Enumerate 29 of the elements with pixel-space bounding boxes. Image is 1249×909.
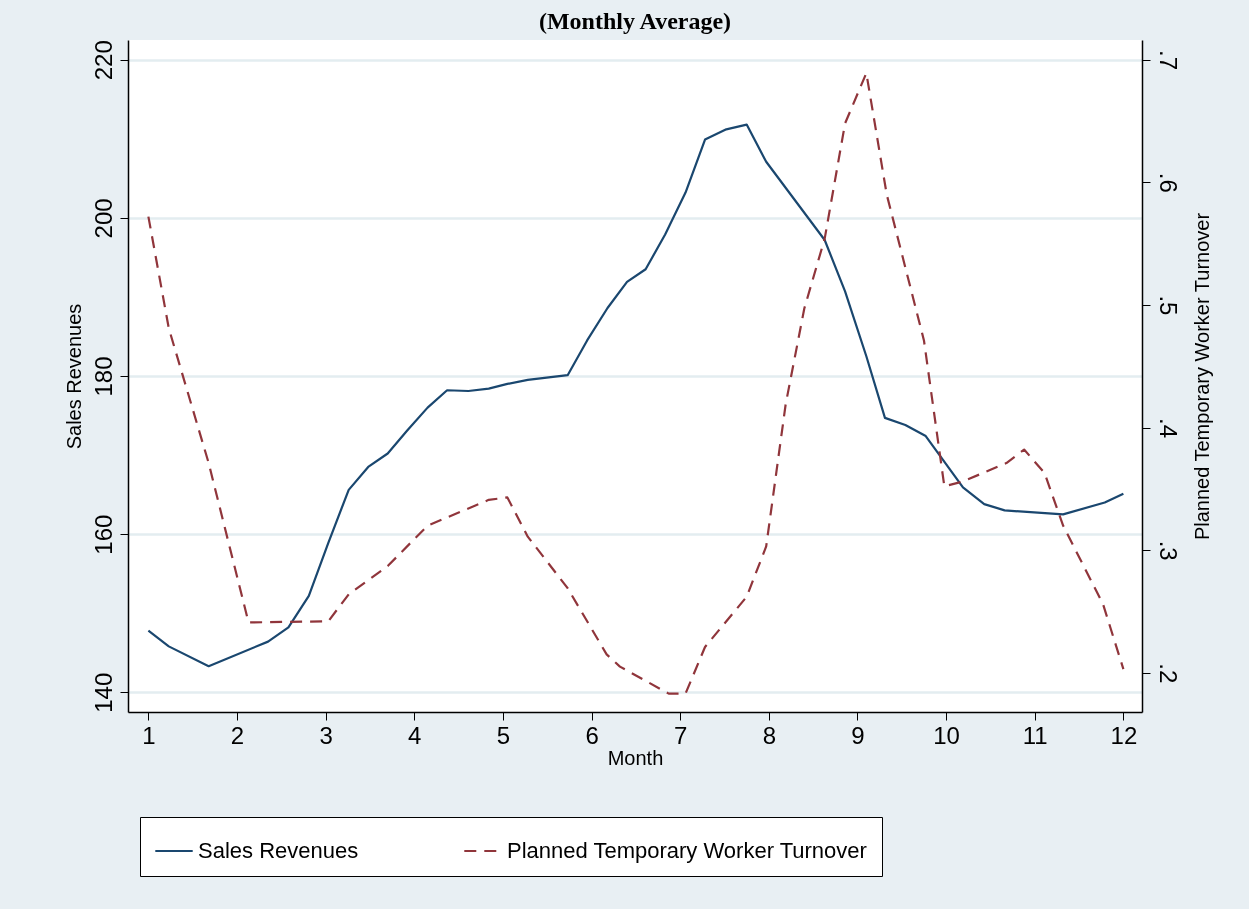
y2-axis-title: Planned Temporary Worker Turnover bbox=[1190, 212, 1213, 541]
y-axis-title: Sales Revenues bbox=[62, 303, 85, 450]
x-tick-label: 3 bbox=[319, 721, 333, 749]
chart-title: (Monthly Average) bbox=[538, 7, 732, 34]
y2-tick-label: .3 bbox=[1154, 540, 1182, 561]
x-tick-label: 11 bbox=[1022, 721, 1048, 749]
y2-tick-label: .2 bbox=[1154, 663, 1182, 684]
x-tick-label: 6 bbox=[585, 721, 599, 749]
y-tick-label: 140 bbox=[89, 672, 117, 713]
x-tick-label: 4 bbox=[408, 721, 422, 749]
x-tick-label: 8 bbox=[762, 721, 777, 749]
x-tick-label: 9 bbox=[851, 721, 865, 749]
y2-tick-label: .5 bbox=[1154, 295, 1182, 316]
y-tick-label: 180 bbox=[89, 356, 117, 397]
x-axis-title: Month bbox=[607, 746, 664, 769]
legend-label: Sales Revenues bbox=[198, 838, 359, 863]
x-tick-label: 10 bbox=[933, 721, 960, 749]
x-tick-label: 5 bbox=[496, 721, 511, 749]
y-tick-label: 220 bbox=[89, 40, 117, 81]
y2-tick-label: .4 bbox=[1154, 418, 1182, 439]
y2-tick-label: .6 bbox=[1154, 172, 1182, 193]
legend-label: Planned Temporary Worker Turnover bbox=[507, 838, 867, 863]
y-tick-label: 160 bbox=[89, 514, 117, 555]
y2-tick-label: .7 bbox=[1154, 50, 1182, 71]
y-tick-label: 200 bbox=[89, 198, 117, 239]
x-tick-label: 7 bbox=[674, 721, 688, 749]
x-tick-label: 12 bbox=[1110, 721, 1138, 749]
x-tick-label: 1 bbox=[142, 721, 156, 749]
x-tick-label: 2 bbox=[230, 721, 245, 749]
